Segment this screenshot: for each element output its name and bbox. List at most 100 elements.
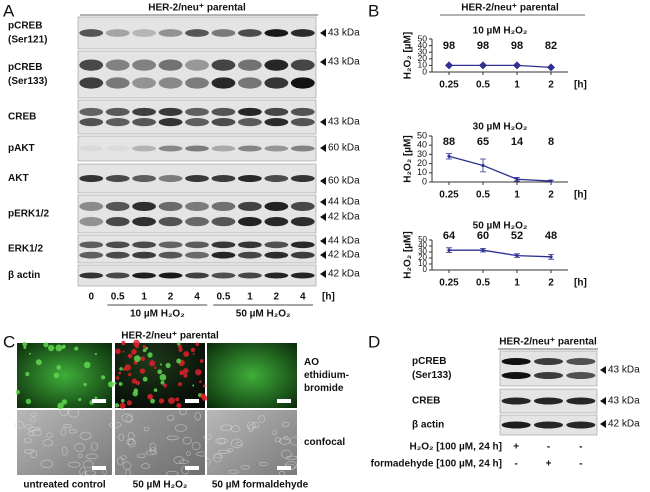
series-line	[449, 249, 552, 258]
blot-band	[132, 175, 157, 182]
x-unit: [h]	[574, 190, 587, 201]
size-marker: 43 kDa	[608, 365, 640, 376]
cell	[25, 372, 30, 377]
blot-band	[158, 145, 183, 152]
marker-arrow	[320, 270, 326, 278]
y-axis-title: H₂O₂ [µM]	[403, 32, 414, 79]
blot-band	[105, 201, 130, 211]
annotation: 8	[548, 136, 554, 148]
cell	[31, 428, 42, 436]
blot-band	[237, 77, 262, 89]
blot-band	[158, 29, 183, 37]
marker-arrow	[320, 251, 326, 259]
cell	[94, 396, 98, 400]
point	[481, 163, 485, 168]
cell	[77, 453, 83, 458]
blot-band	[290, 251, 315, 259]
cell	[61, 446, 68, 456]
cell	[258, 462, 269, 466]
point	[447, 248, 451, 252]
cell	[274, 437, 282, 443]
cell	[153, 388, 158, 392]
cell	[35, 359, 42, 366]
blot-band	[264, 251, 289, 259]
size-marker: 42 kDa	[328, 250, 360, 261]
cell	[141, 463, 151, 469]
cell	[190, 347, 196, 353]
blot-band	[105, 217, 130, 227]
cell	[248, 424, 254, 433]
scale-bar	[277, 466, 291, 470]
blot-band	[211, 77, 236, 89]
cell	[192, 352, 195, 355]
cell	[142, 345, 146, 349]
blot-strip	[77, 135, 317, 162]
cell	[252, 422, 260, 429]
size-marker: 42 kDa	[328, 269, 360, 280]
cell	[53, 372, 60, 379]
blot-band	[105, 145, 130, 152]
cell	[30, 412, 37, 417]
cell	[61, 399, 68, 405]
cell	[122, 461, 132, 470]
cell	[219, 424, 233, 431]
blot-band	[132, 251, 157, 259]
blot-label: (Ser133)	[412, 370, 451, 381]
micrograph	[207, 343, 297, 408]
cell	[158, 398, 165, 404]
x-tick-label: 0.5	[476, 80, 490, 91]
blot-band	[566, 397, 596, 405]
column-label: 50 µM H₂O₂	[133, 480, 188, 491]
y-tick-label: 40	[417, 140, 427, 150]
blot-band	[105, 251, 130, 259]
cell	[121, 340, 126, 346]
point	[445, 61, 453, 70]
blot-band	[211, 175, 236, 182]
blot-band	[105, 175, 130, 182]
cell	[94, 352, 97, 356]
cell	[127, 353, 133, 359]
cell	[173, 456, 185, 465]
treatment-label: H₂O₂ [100 µM, 24 h]	[410, 442, 502, 453]
y-tick-label: 0	[422, 176, 427, 186]
blot-band	[158, 217, 183, 227]
blot-band	[237, 251, 262, 259]
cell	[42, 439, 54, 447]
cell	[167, 414, 175, 421]
point	[515, 177, 519, 181]
blot-band	[132, 118, 157, 127]
cell	[202, 384, 206, 388]
cell	[176, 402, 182, 409]
blot-band	[237, 145, 262, 152]
cell	[125, 415, 133, 423]
cell	[285, 455, 298, 460]
cell	[217, 438, 229, 444]
blot-band	[211, 59, 236, 71]
x-tick-label: 0.25	[439, 278, 459, 289]
cell	[140, 356, 146, 362]
cell	[192, 384, 195, 387]
cell	[131, 348, 137, 355]
cell	[115, 376, 120, 380]
marker-arrow	[320, 177, 326, 185]
blot-band	[105, 272, 130, 279]
blot-band	[566, 421, 596, 429]
point	[515, 254, 519, 258]
cell	[118, 371, 122, 375]
treatment-sign: -	[547, 442, 550, 453]
annotation: 48	[545, 230, 557, 242]
micrograph	[115, 410, 205, 475]
blot-band	[79, 59, 104, 71]
blot-band	[79, 29, 104, 37]
cell	[217, 449, 230, 454]
blot-label: ERK1/2	[8, 244, 43, 255]
blot-band	[79, 145, 104, 152]
blot-band	[211, 201, 236, 211]
blot-band	[132, 77, 157, 89]
cell	[178, 382, 183, 387]
blot-band	[158, 272, 183, 279]
blot-band	[185, 118, 209, 127]
blot-band	[264, 175, 289, 182]
x-tick-label: 2	[548, 80, 554, 91]
size-marker: 44 kDa	[328, 236, 360, 247]
